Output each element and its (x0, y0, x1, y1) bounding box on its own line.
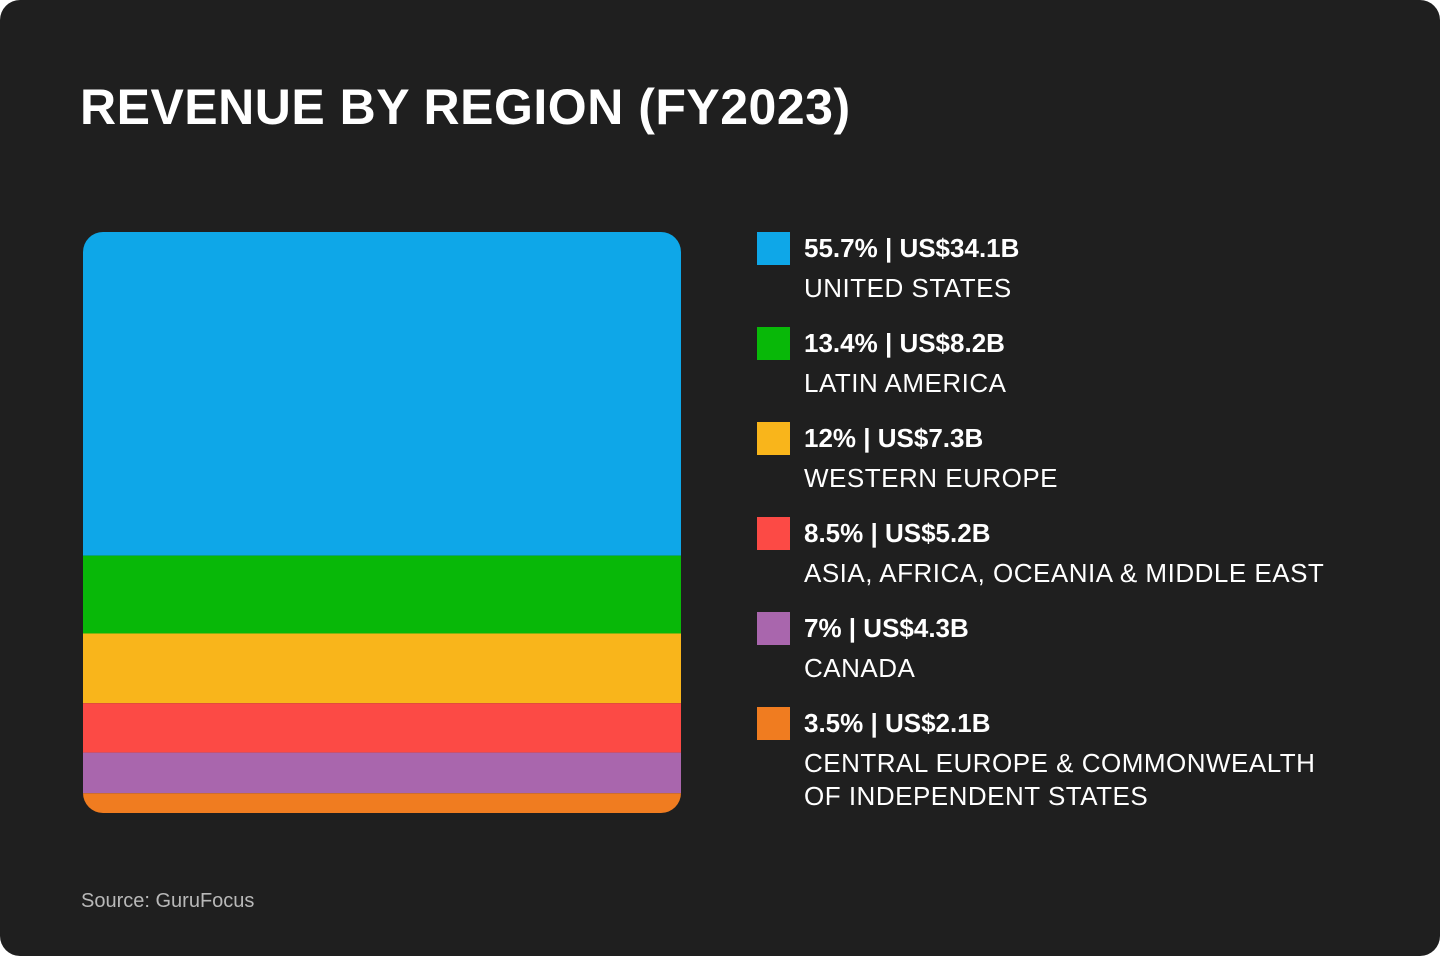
legend-value: 3.5% | US$2.1B (804, 708, 991, 738)
legend-item: 55.7% | US$34.1B UNITED STATES (757, 232, 1397, 327)
legend-swatch (757, 707, 790, 740)
chart-title: REVENUE BY REGION (FY2023) (80, 79, 851, 135)
legend-swatch (757, 232, 790, 265)
bar-segment (83, 555, 681, 634)
legend-label: ASIA, AFRICA, OCEANIA & MIDDLE EAST (804, 558, 1325, 588)
bar-segment (83, 752, 681, 794)
legend-label: LATIN AMERICA (804, 368, 1007, 398)
legend-item: 12% | US$7.3B WESTERN EUROPE (757, 422, 1397, 517)
legend-value: 8.5% | US$5.2B (804, 518, 991, 548)
source: Source: GuruFocus (81, 890, 255, 912)
legend-item: 8.5% | US$5.2B ASIA, AFRICA, OCEANIA & MI… (757, 517, 1397, 612)
bar-segment (83, 633, 681, 704)
legend-value: 13.4% | US$8.2B (804, 328, 1005, 358)
bar-segment (83, 703, 681, 753)
legend: 55.7% | US$34.1B UNITED STATES 13.4% | US$… (757, 232, 1397, 811)
bar-segment (83, 232, 681, 556)
bar-segment (83, 793, 681, 813)
legend-swatch (757, 612, 790, 645)
legend-value: 12% | US$7.3B (804, 423, 984, 453)
legend-swatch (757, 327, 790, 360)
legend-item: 13.4% | US$8.2B LATIN AMERICA (757, 327, 1397, 422)
legend-value: 7% | US$4.3B (804, 613, 969, 643)
legend-label: CENTRAL EUROPE & COMMONWEALTH OF INDEPEN… (804, 748, 1316, 811)
legend-swatch (757, 517, 790, 550)
legend-swatch (757, 422, 790, 455)
legend-label: CANADA (804, 653, 916, 683)
legend-label: WESTERN EUROPE (804, 463, 1059, 493)
legend-item: 3.5% | US$2.1B CENTRAL EUROPE & COMMONWEA… (757, 707, 1397, 811)
bar-stack (83, 232, 681, 813)
legend-item: 7% | US$4.3B CANADA (757, 612, 1397, 707)
legend-value: 55.7% | US$34.1B (804, 233, 1020, 263)
legend-label: UNITED STATES (804, 273, 1012, 303)
